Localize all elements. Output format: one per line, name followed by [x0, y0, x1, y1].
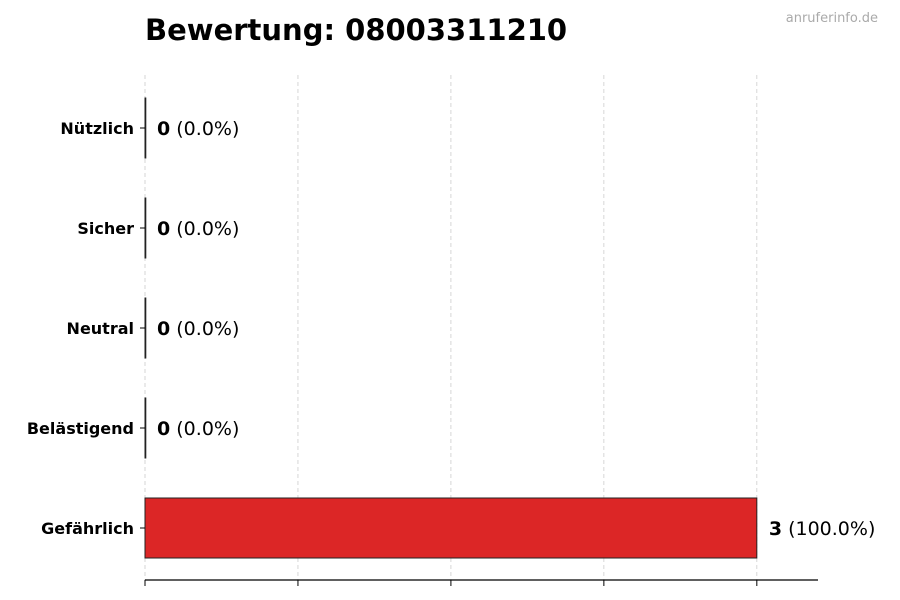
data-label: 0 (0.0%) [157, 418, 239, 440]
data-label: 0 (0.0%) [157, 218, 239, 240]
value-count: 0 [157, 118, 170, 140]
value-percent: (0.0%) [170, 418, 239, 440]
bar-2 [144, 297, 147, 359]
value-percent: (0.0%) [170, 118, 239, 140]
value-percent: (100.0%) [782, 518, 875, 540]
value-count: 3 [769, 518, 782, 540]
category-label: Sicher [77, 219, 134, 238]
chart-title: Bewertung: 08003311210 [145, 13, 567, 47]
bar-3 [144, 397, 147, 459]
category-label: Nützlich [60, 119, 134, 138]
watermark: anruferinfo.de [786, 11, 878, 26]
data-label: 0 (0.0%) [157, 318, 239, 340]
bar-4 [144, 497, 758, 559]
category-label: Gefährlich [41, 519, 134, 538]
value-count: 0 [157, 218, 170, 240]
category-label: Belästigend [27, 419, 134, 438]
value-percent: (0.0%) [170, 318, 239, 340]
value-count: 0 [157, 318, 170, 340]
bar-1 [144, 197, 147, 259]
value-count: 0 [157, 418, 170, 440]
data-label: 3 (100.0%) [769, 518, 876, 540]
value-percent: (0.0%) [170, 218, 239, 240]
category-label: Neutral [67, 319, 134, 338]
data-label: 0 (0.0%) [157, 118, 239, 140]
bar-0 [144, 97, 147, 159]
